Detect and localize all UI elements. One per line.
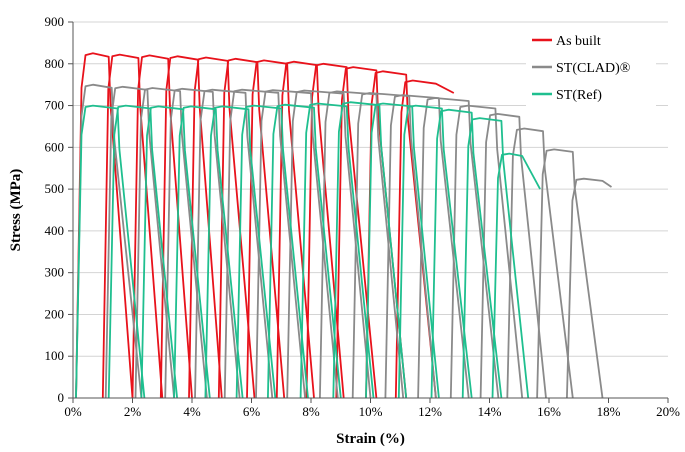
series-cycle-line <box>449 104 524 399</box>
y-axis-title: Stress (MPa) <box>8 169 24 252</box>
x-tick-label: 12% <box>418 404 442 419</box>
series-cycle-line <box>188 56 256 399</box>
x-tick-label: 10% <box>359 404 383 419</box>
series-final-line <box>566 177 613 399</box>
legend-label-as-built: As built <box>556 34 601 49</box>
series-cycle-line <box>365 102 440 399</box>
legend-item-st-clad: ST(CLAD)® <box>532 61 631 76</box>
x-tick-label: 2% <box>124 404 142 419</box>
series-cycle-line <box>305 62 378 399</box>
y-tick-label: 500 <box>45 181 65 196</box>
series-cycle-line <box>351 92 437 399</box>
series-cycle-line <box>101 53 164 399</box>
series-cycle-line <box>430 108 503 399</box>
series-cycle-line <box>286 89 372 399</box>
series-cycle-line <box>217 57 286 399</box>
legend-item-st-ref: ST(Ref) <box>532 88 602 103</box>
x-tick-label: 8% <box>302 404 320 419</box>
series-cycle-line <box>384 94 470 399</box>
y-tick-label: 200 <box>45 306 65 321</box>
x-tick-label: 20% <box>656 404 680 419</box>
series-cycle-line <box>461 117 530 399</box>
series-lines <box>75 52 613 399</box>
series-cycle-line <box>75 104 146 399</box>
series-cycle-line <box>75 52 134 399</box>
series-1 <box>75 83 613 399</box>
tick-labels: 0 100 200 300 400 500 600 700 800 900 0% 2% 4% 6% 8% 10… <box>45 14 681 419</box>
x-tick-label: 14% <box>478 404 502 419</box>
legend-label-st-ref: ST(Ref) <box>556 88 602 103</box>
series-cycle-line <box>235 104 309 399</box>
legend: As built ST(CLAD)® ST(Ref) <box>526 26 656 113</box>
x-tick-label: 6% <box>243 404 261 419</box>
series-cycle-line <box>131 54 193 399</box>
x-tick-label: 0% <box>64 404 82 419</box>
series-cycle-line <box>332 101 408 399</box>
series-cycle-line <box>107 104 178 399</box>
series-2 <box>75 101 541 399</box>
y-tick-label: 100 <box>45 348 65 363</box>
y-tick-label: 800 <box>45 56 65 71</box>
series-cycle-line <box>223 88 306 399</box>
series-cycle-line <box>194 88 274 399</box>
series-cycle-line <box>140 105 211 399</box>
series-cycle-line <box>204 105 277 399</box>
x-tick-label: 16% <box>537 404 561 419</box>
series-cycle-line <box>299 102 375 399</box>
y-tick-label: 0 <box>58 390 65 405</box>
y-tick-label: 700 <box>45 98 65 113</box>
series-final-line <box>394 79 455 399</box>
series-cycle-line <box>173 105 244 399</box>
series-cycle-line <box>246 59 315 399</box>
x-axis-title: Strain (%) <box>336 431 405 447</box>
series-cycle-line <box>255 89 339 399</box>
series-cycle-line <box>75 83 143 399</box>
series-cycle-line <box>104 85 175 399</box>
series-cycle-line <box>275 60 345 399</box>
series-cycle-line <box>164 87 241 399</box>
x-tick-label: 4% <box>183 404 201 419</box>
series-cycle-line <box>267 103 342 399</box>
series-final-line <box>491 152 541 399</box>
y-tick-label: 300 <box>45 265 65 280</box>
series-cycle-line <box>397 104 473 399</box>
y-tick-label: 400 <box>45 223 65 238</box>
legend-label-st-clad: ST(CLAD)® <box>556 61 631 76</box>
y-tick-label: 900 <box>45 14 65 29</box>
axes <box>68 21 669 403</box>
x-tick-label: 18% <box>597 404 621 419</box>
legend-item-as-built: As built <box>532 34 601 49</box>
series-cycle-line <box>134 87 208 399</box>
series-cycle-line <box>319 90 405 399</box>
series-cycle-line <box>417 97 500 399</box>
series-cycle-line <box>506 127 574 399</box>
y-tick-label: 600 <box>45 139 65 154</box>
